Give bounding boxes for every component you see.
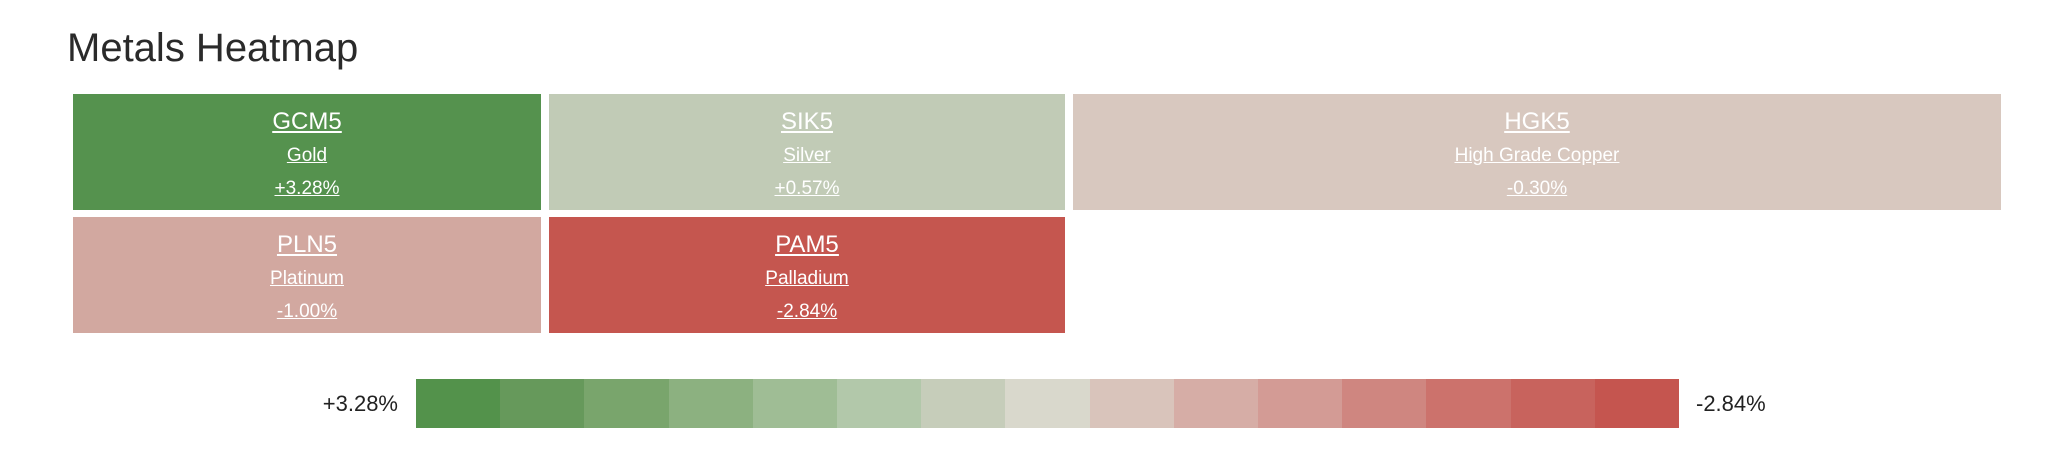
legend-swatch [1089,379,1174,428]
tile-symbol[interactable]: SIK5 [780,108,834,135]
tile-symbol[interactable]: HGK5 [1504,108,1570,135]
tile-change[interactable]: +0.57% [774,178,840,199]
tile-change[interactable]: -0.30% [1506,178,1568,199]
legend-swatch [1594,379,1680,428]
legend-start-label: +3.28% [322,391,398,416]
heatmap-tile[interactable]: HGK5 High Grade Copper -0.30% [1073,94,2001,210]
tile-change[interactable]: -2.84% [776,301,838,322]
tile-symbol[interactable]: PLN5 [276,231,338,258]
legend-swatch [1005,379,1090,428]
legend-swatch [1173,379,1259,428]
heatmap-tile[interactable]: GCM5 Gold +3.28% [73,94,541,210]
heatmap-tile[interactable]: PAM5 Palladium -2.84% [549,217,1065,333]
legend-swatch [1342,379,1427,428]
legend-swatch [668,379,753,428]
legend-swatch [837,379,922,428]
legend-swatch [1426,379,1511,428]
legend-swatch [500,379,585,428]
heatmap-tile[interactable]: PLN5 Platinum -1.00% [73,217,541,333]
legend-swatch [1510,379,1595,428]
tile-name[interactable]: Gold [286,145,328,166]
legend-scale [416,379,1680,428]
tile-name[interactable]: Silver [783,145,831,166]
legend-swatch [584,379,669,428]
legend-swatch [1258,379,1343,428]
legend-end-label: -2.84% [1696,391,1766,416]
legend-swatch [752,379,838,428]
heatmap-tile[interactable]: SIK5 Silver +0.57% [549,94,1065,210]
tile-change[interactable]: +3.28% [274,178,340,199]
tile-name[interactable]: Platinum [270,268,344,289]
tile-name[interactable]: Palladium [765,268,849,289]
legend-swatch [416,379,501,428]
legend-swatch [921,379,1006,428]
tile-name[interactable]: High Grade Copper [1454,145,1620,166]
page-title: Metals Heatmap [67,26,359,70]
tile-symbol[interactable]: PAM5 [775,231,839,258]
tile-symbol[interactable]: GCM5 [272,108,342,135]
tile-change[interactable]: -1.00% [276,301,338,322]
